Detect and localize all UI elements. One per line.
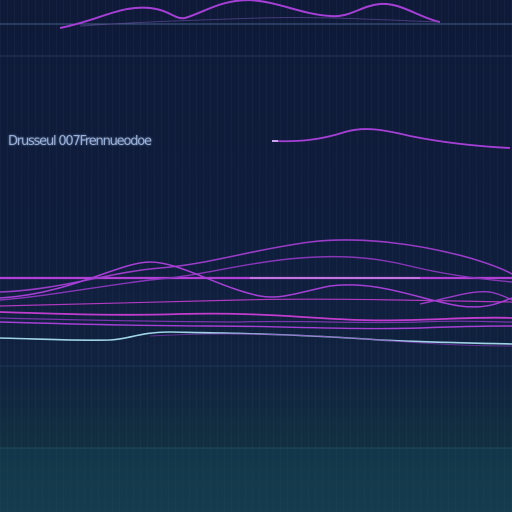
wave-bundle-8	[419, 290, 512, 305]
wave-bundle-5	[0, 311, 512, 322]
wave-bundle-2	[0, 255, 512, 301]
wave-bundle-3	[0, 261, 512, 308]
top-wave-faint	[79, 16, 441, 27]
wave-bundle-1	[0, 239, 512, 293]
cyan-trace	[0, 331, 512, 345]
bottom-band	[0, 448, 512, 512]
top-wave	[59, 0, 441, 29]
wave-bundle-7	[0, 321, 512, 330]
wave-bundle-6	[0, 317, 512, 324]
wave-bundle-4	[0, 298, 512, 307]
caption-text: Drusseul 007Frennueodoe	[8, 134, 152, 149]
mid-wave	[271, 128, 511, 149]
purple-under-trace	[149, 333, 512, 347]
